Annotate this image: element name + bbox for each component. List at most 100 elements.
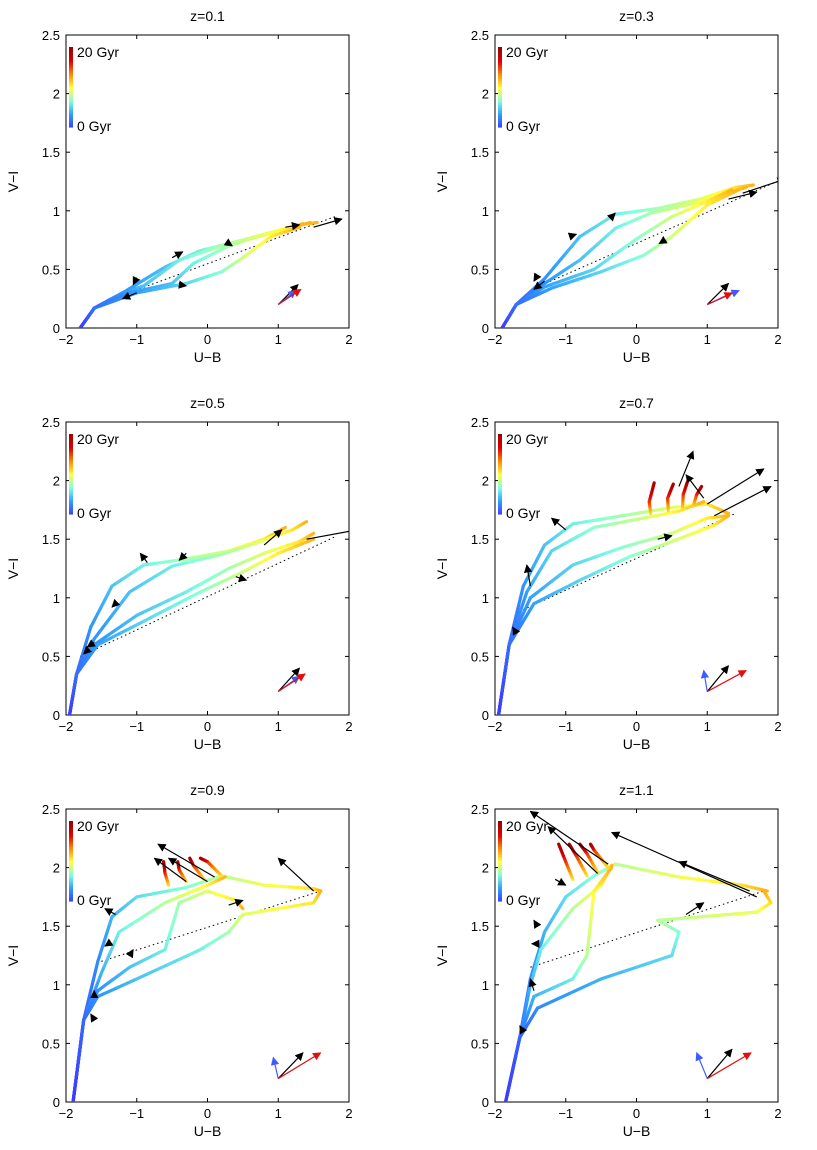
colorbar-segment	[69, 95, 73, 98]
track-1	[496, 502, 731, 715]
colorbar-segment	[498, 121, 502, 124]
colorbar-segment	[498, 873, 502, 876]
colorbar-segment	[69, 460, 73, 463]
plot-area	[67, 520, 349, 715]
colorbar-segment	[69, 891, 73, 894]
colorbar-segment	[498, 79, 502, 82]
track-segment	[179, 595, 193, 604]
track-segment	[762, 889, 767, 895]
y-tick-label: 0	[53, 1095, 60, 1110]
track-segment	[513, 1046, 520, 1061]
x-tick-label: 1	[704, 1106, 711, 1121]
track-segment	[80, 1018, 86, 1036]
track-segment	[634, 961, 650, 969]
colorbar: 20 Gyr 0 Gyr	[498, 431, 548, 521]
panel-6: z=1.1 −2 −1 0 1 2 0 0.5 1 1.5 2 2.5 U−B V−I 20 Gyr 0 Gy…	[434, 782, 782, 1139]
plot-area	[496, 450, 772, 715]
track-segment	[656, 871, 670, 877]
colorbar-segment	[498, 474, 502, 477]
track-segment	[304, 220, 312, 226]
y-tick-label: 0.5	[42, 649, 60, 664]
colorbar-segment	[498, 877, 502, 880]
colorbar-segment	[69, 49, 73, 52]
colorbar-segment	[498, 440, 502, 443]
y-axis-label: V−I	[434, 558, 450, 579]
colorbar-segment	[69, 480, 73, 483]
track-2	[500, 185, 748, 328]
y-tick-label: 2.5	[42, 802, 60, 817]
colorbar-segment	[69, 472, 73, 475]
colorbar-segment	[69, 65, 73, 68]
track-segment	[151, 609, 165, 618]
x-tick-label: 2	[774, 1106, 781, 1121]
colorbar-segment	[69, 833, 73, 836]
track-segment	[723, 510, 731, 516]
colorbar-segment	[69, 889, 73, 892]
colorbar-segment	[498, 63, 502, 66]
colorbar-segment	[69, 492, 73, 495]
track-segment	[75, 1059, 80, 1077]
colorbar-bottom-label: 0 Gyr	[506, 505, 541, 521]
vector-arrow	[547, 826, 598, 874]
x-tick-label: −2	[488, 719, 503, 734]
colorbar-segment	[498, 55, 502, 58]
y-tick-label: 1.5	[471, 532, 489, 547]
colorbar-segment	[69, 468, 73, 471]
track-segment	[519, 584, 525, 598]
colorbar: 20 Gyr 0 Gyr	[498, 44, 548, 134]
dotted-line	[537, 180, 778, 288]
vector-arrow	[685, 902, 705, 915]
colorbar-segment	[69, 885, 73, 888]
track-segment	[309, 531, 316, 537]
track-segment	[98, 621, 108, 633]
colorbar-segment	[69, 496, 73, 499]
colorbar-top-label: 20 Gyr	[506, 431, 548, 447]
vector-arrow	[111, 598, 121, 608]
colorbar-segment	[69, 85, 73, 88]
track-segment	[722, 911, 742, 917]
colorbar-segment	[498, 883, 502, 886]
age-branch-segment	[557, 842, 562, 849]
panel-title: z=0.1	[190, 8, 225, 24]
x-axis-label: U−B	[194, 349, 222, 365]
age-branch-segment	[685, 480, 690, 486]
track-segment	[624, 864, 639, 870]
colorbar-segment	[498, 117, 502, 120]
vector-arrow	[728, 189, 758, 200]
vector-arrow	[678, 860, 750, 892]
y-tick-label: 0.5	[471, 649, 489, 664]
colorbar-segment	[69, 893, 73, 896]
x-tick-label: −2	[59, 332, 74, 347]
colorbar-segment	[498, 53, 502, 56]
colorbar-segment	[498, 73, 502, 76]
vector-arrow	[121, 291, 137, 300]
colorbar-segment	[69, 476, 73, 479]
track-segment	[585, 943, 590, 958]
vector-arrow	[523, 564, 533, 587]
age-branch	[557, 842, 575, 881]
colorbar-segment	[69, 883, 73, 886]
vector-arrow	[657, 533, 673, 542]
track-segment	[516, 594, 523, 608]
plot-area	[71, 843, 323, 1102]
vector-arrow	[519, 1025, 528, 1035]
x-tick-label: −1	[558, 719, 573, 734]
plot-area	[500, 177, 778, 328]
track-1	[500, 183, 755, 328]
track-segment	[512, 613, 518, 627]
colorbar-segment	[69, 450, 73, 453]
colorbar-segment	[498, 899, 502, 902]
colorbar-segment	[69, 861, 73, 864]
vector-arrow	[678, 450, 695, 487]
vector-arrow	[157, 843, 215, 878]
track-segment	[104, 613, 114, 625]
age-branch	[666, 482, 675, 513]
track-4	[67, 537, 316, 715]
colorbar-bottom-label: 0 Gyr	[77, 892, 112, 908]
y-tick-label: 0	[482, 321, 489, 336]
colorbar-segment	[69, 843, 73, 846]
colorbar-segment	[498, 49, 502, 52]
track-segment	[241, 910, 257, 917]
track-segment	[689, 914, 709, 920]
track-segment	[672, 916, 693, 921]
